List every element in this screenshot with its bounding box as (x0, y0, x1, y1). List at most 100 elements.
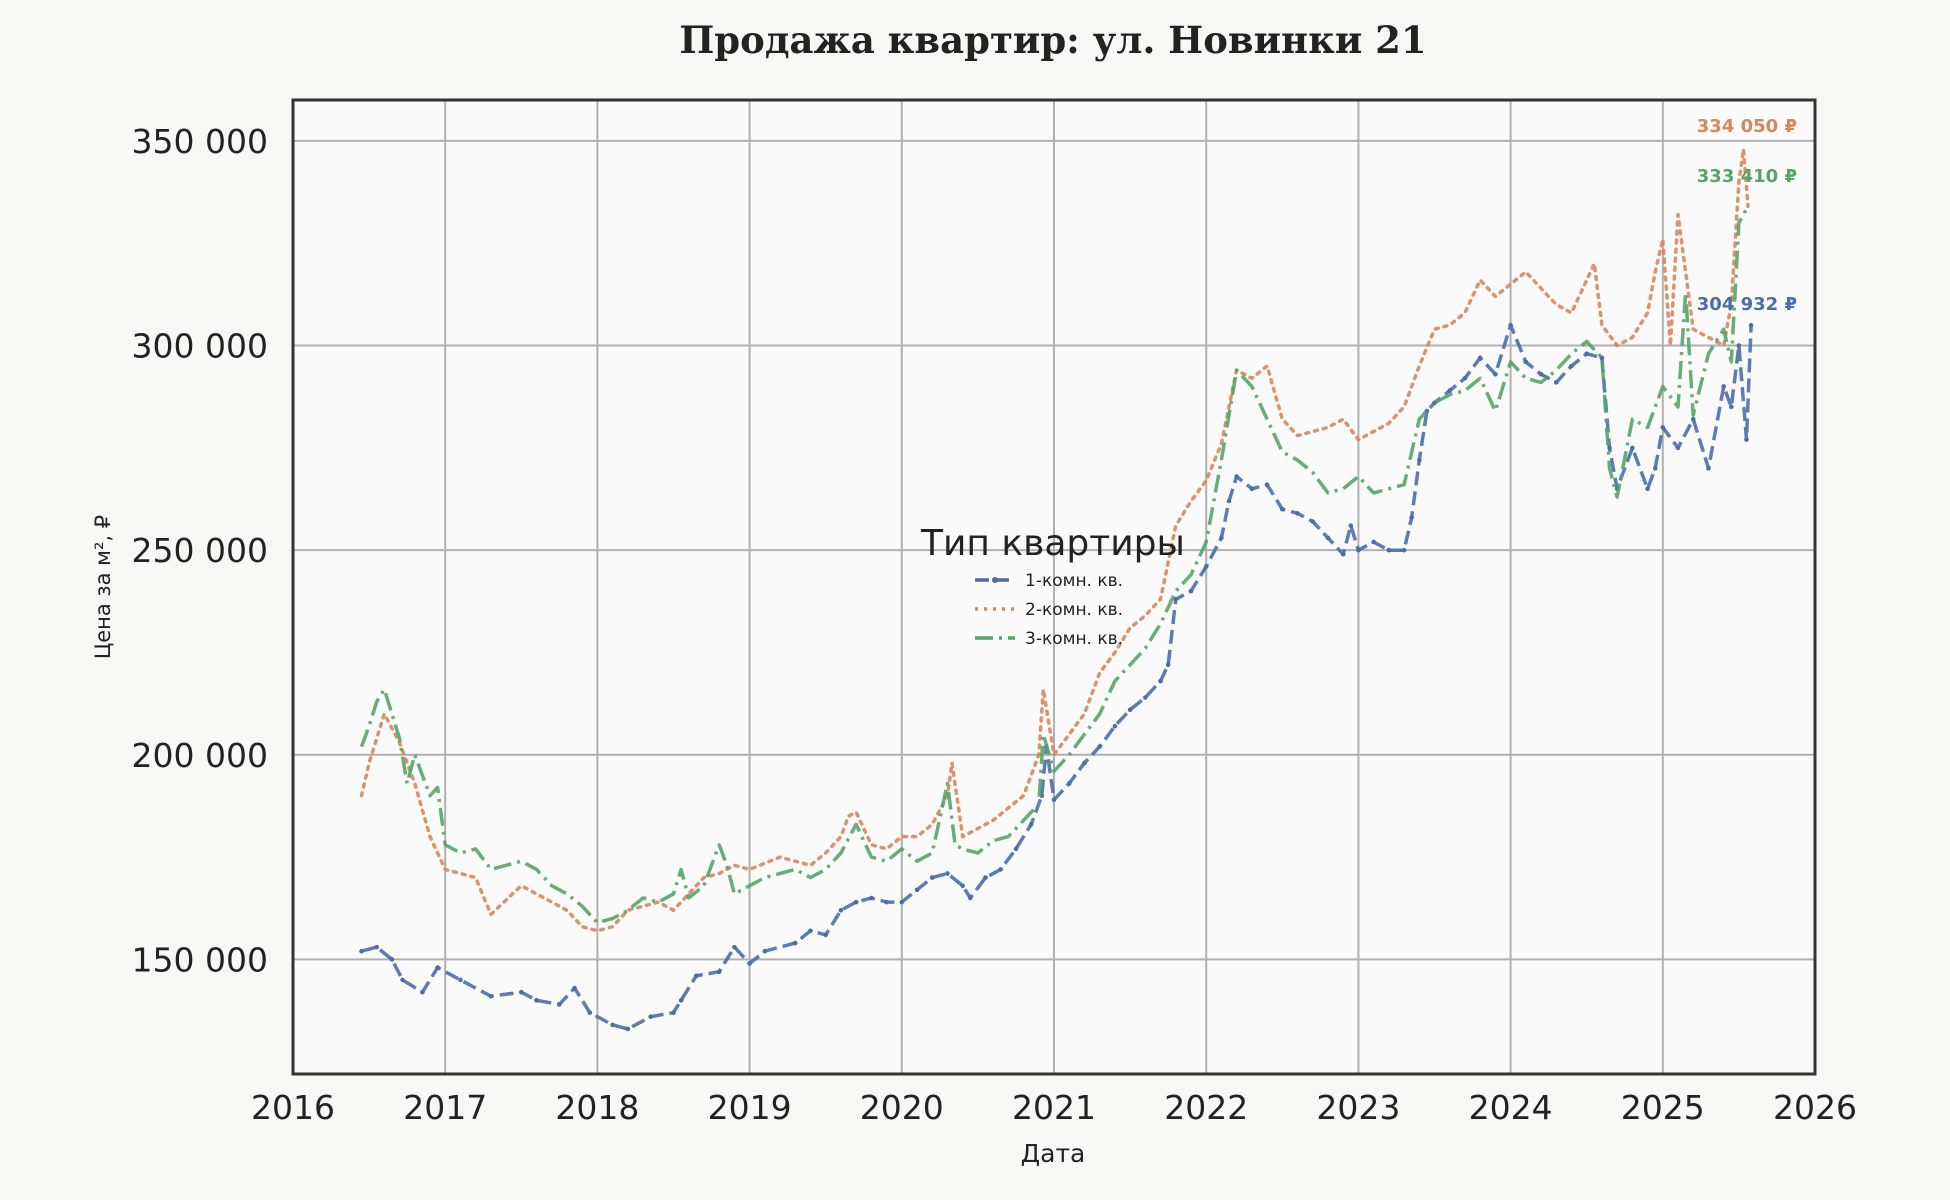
data-point (435, 965, 440, 970)
x-tick-label: 2018 (555, 1088, 639, 1127)
data-point (1508, 322, 1513, 328)
data-point (1523, 359, 1529, 365)
y-tick-label: 200 000 (132, 736, 268, 775)
data-point (792, 940, 798, 946)
data-point (1165, 662, 1171, 668)
data-point (1690, 416, 1696, 422)
data-point (1493, 371, 1498, 377)
x-tick-label: 2025 (1621, 1088, 1705, 1127)
data-point (694, 973, 699, 979)
data-point (1173, 596, 1179, 602)
data-point (1432, 400, 1437, 406)
data-point (534, 998, 539, 1003)
data-point (929, 875, 935, 880)
plot-frame (291, 98, 1817, 1076)
data-point (1652, 466, 1658, 471)
data-point (1340, 551, 1346, 557)
data-point (1097, 744, 1102, 749)
data-point (1295, 511, 1300, 516)
series-line-1 (361, 323, 1753, 1031)
data-point (1706, 466, 1711, 471)
data-point (1477, 355, 1483, 361)
data-point (1447, 388, 1453, 393)
data-point (1630, 445, 1635, 451)
data-point (960, 883, 965, 889)
data-point (458, 977, 463, 983)
data-point (747, 961, 752, 966)
data-point (1728, 404, 1734, 410)
data-point (1416, 457, 1422, 463)
legend-entry-label: 1-комн. кв. (1025, 571, 1123, 591)
data-point (1264, 482, 1270, 487)
data-point (1280, 506, 1285, 512)
data-point (1158, 678, 1163, 684)
data-point (420, 989, 425, 995)
x-tick-label: 2024 (1469, 1088, 1553, 1127)
data-point (1066, 781, 1072, 786)
data-point (557, 1002, 562, 1007)
end-labels: 304 932 ₽ 334 050 ₽ 333 410 ₽ (1697, 116, 1797, 315)
data-point (519, 989, 524, 995)
data-point (1226, 498, 1232, 504)
y-axis-ticks: 150 000 200 000 250 000 300 000 350 000 (132, 122, 268, 979)
data-point (1721, 384, 1726, 389)
data-point (716, 969, 722, 974)
legend-entry-label: 3-комн. кв. (1025, 629, 1123, 649)
data-point (1310, 519, 1316, 524)
data-point (374, 944, 380, 950)
y-axis-label: Цена за м², ₽ (91, 515, 115, 659)
data-point (1112, 723, 1118, 729)
data-point (1599, 355, 1605, 361)
data-point (1584, 351, 1589, 357)
data-point (1538, 371, 1544, 377)
data-point (1348, 523, 1354, 528)
data-point (1748, 323, 1754, 328)
data-point (1028, 822, 1034, 827)
y-tick-label: 250 000 (132, 531, 268, 570)
data-point (400, 977, 405, 983)
data-point (1234, 474, 1239, 479)
y-tick-label: 150 000 (132, 940, 268, 979)
data-point (914, 887, 920, 893)
data-point (1051, 797, 1057, 803)
data-point (823, 932, 828, 938)
data-point (1203, 564, 1209, 569)
data-point (1356, 547, 1361, 553)
data-point (1371, 539, 1376, 545)
data-point (853, 899, 859, 905)
data-point (1082, 760, 1087, 766)
series-line-3 (359, 207, 1749, 925)
data-point (359, 948, 364, 954)
y-tick-label: 350 000 (132, 122, 268, 161)
data-point (488, 993, 494, 999)
data-point (1744, 437, 1749, 442)
data-point (1325, 535, 1331, 541)
x-axis-ticks: 2016 2017 2018 2019 2020 2021 2022 2023 2024 2025… (251, 1088, 1857, 1127)
data-point (884, 899, 889, 905)
data-point (1462, 375, 1468, 381)
data-point (869, 895, 874, 901)
data-point (762, 948, 768, 954)
data-point (899, 899, 905, 905)
legend-title: Тип квартиры (920, 523, 1185, 564)
data-point (587, 1010, 593, 1015)
x-tick-label: 2021 (1012, 1088, 1096, 1127)
series-end-label-2: 334 050 ₽ (1697, 116, 1797, 137)
data-point (1569, 363, 1574, 369)
data-point (1607, 445, 1612, 451)
data-point (610, 1022, 615, 1028)
data-point (1188, 588, 1194, 594)
chart-title: Продажа квартир: ул. Новинки 21 (679, 18, 1426, 62)
x-axis-label: Дата (1021, 1139, 1086, 1168)
data-point (671, 1010, 676, 1015)
data-point (1127, 707, 1133, 713)
y-tick-label: 300 000 (132, 327, 268, 366)
data-point (945, 871, 950, 876)
data-point (572, 985, 577, 991)
data-point (1219, 535, 1224, 541)
data-point (648, 1014, 653, 1020)
x-tick-label: 2017 (403, 1088, 487, 1127)
data-point (1401, 547, 1407, 553)
series-line-2 (359, 147, 1750, 933)
data-point (1013, 846, 1019, 852)
